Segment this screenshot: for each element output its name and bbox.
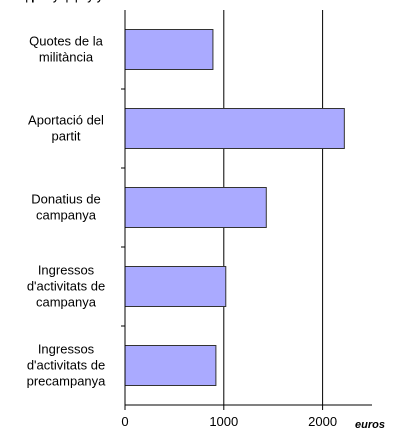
bar (124, 266, 227, 307)
x-axis-label: euros (355, 419, 385, 430)
bar (124, 108, 345, 149)
x-tick-label: 0 (121, 414, 128, 429)
bar (124, 187, 267, 228)
x-tick-label: 2000 (308, 414, 337, 429)
y-tick-label: Quotes de la militànciaQuotes de lamilit… (0, 0, 104, 65)
x-tick-label: 1000 (209, 414, 238, 429)
bar (124, 29, 214, 70)
bar (124, 345, 217, 386)
